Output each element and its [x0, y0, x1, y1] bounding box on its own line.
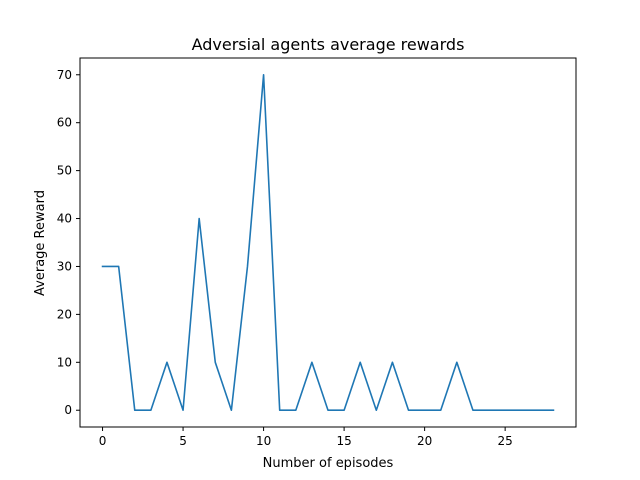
- x-tick-label: 10: [256, 434, 271, 448]
- y-tick-label: 0: [64, 403, 72, 417]
- axes-frame: [79, 57, 577, 428]
- y-axis-label: Average Reward: [33, 190, 48, 296]
- y-tick-label: 30: [57, 259, 72, 273]
- y-tick-label: 70: [57, 68, 72, 82]
- x-axis-ticks: 0 5 10 15 20 25: [99, 427, 513, 448]
- y-axis-ticks: 0 10 20 30 40 50 60 70: [57, 68, 80, 417]
- y-tick-label: 10: [57, 355, 72, 369]
- x-tick-label: 25: [498, 434, 513, 448]
- chart-title: Adversial agents average rewards: [192, 35, 465, 54]
- x-tick-label: 20: [417, 434, 432, 448]
- series-group: [101, 73, 555, 412]
- x-tick-label: 5: [179, 434, 187, 448]
- y-tick-label: 40: [57, 212, 72, 226]
- y-tick-label: 60: [57, 116, 72, 130]
- x-tick-label: 15: [336, 434, 351, 448]
- y-tick-label: 20: [57, 307, 72, 321]
- series-line: [101, 73, 555, 412]
- x-tick-label: 0: [99, 434, 107, 448]
- x-axis-label: Number of episodes: [263, 456, 394, 471]
- y-tick-label: 50: [57, 164, 72, 178]
